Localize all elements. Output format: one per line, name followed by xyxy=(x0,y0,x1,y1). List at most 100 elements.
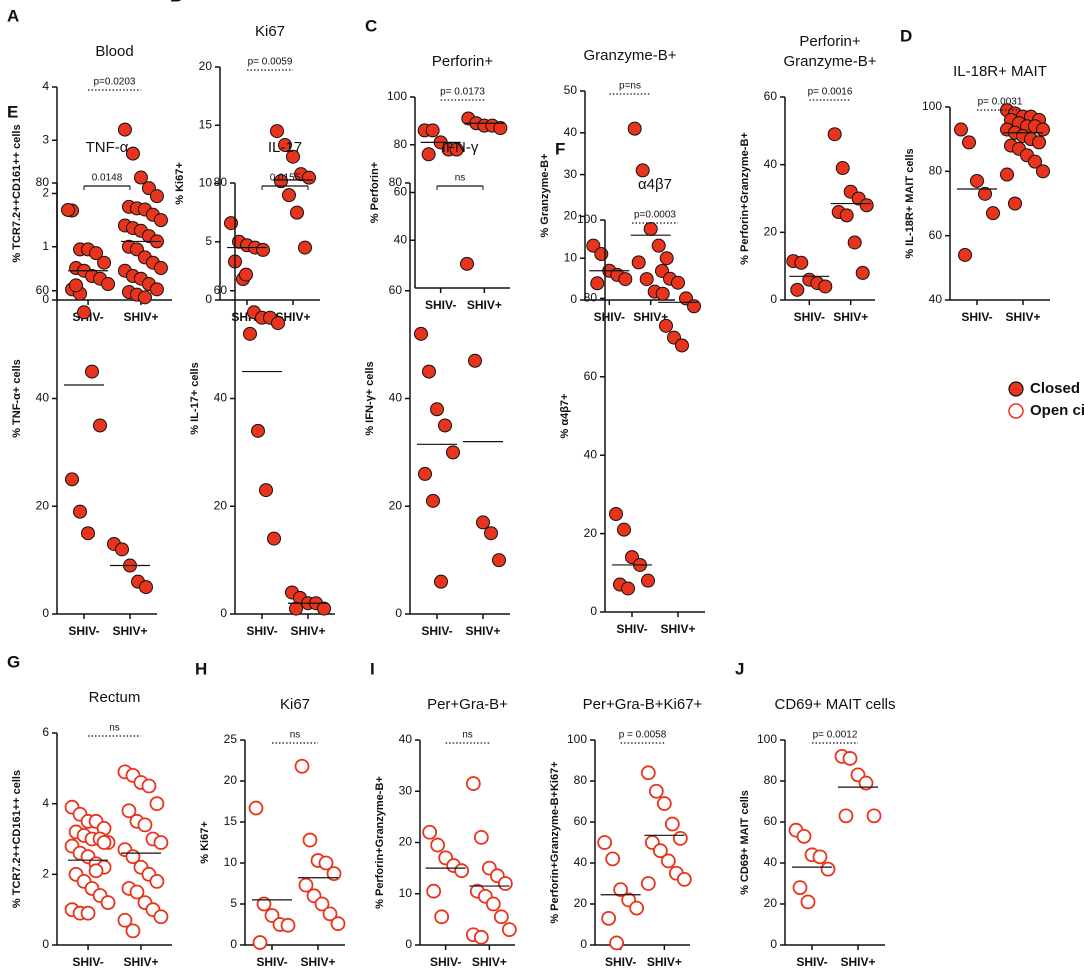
data-point xyxy=(796,828,812,844)
data-point xyxy=(958,247,972,262)
annotation: p = 0.0058 xyxy=(619,730,667,741)
data-point xyxy=(239,267,253,282)
data-point xyxy=(298,877,314,893)
x-tick-label: SHIV+ xyxy=(660,622,695,636)
data-point xyxy=(414,326,428,341)
y-tick-label: 40 xyxy=(564,125,578,139)
annotation: 0.0155 xyxy=(270,173,301,184)
x-tick-label: SHIV- xyxy=(430,955,461,969)
y-tick-label: 5 xyxy=(230,896,237,910)
data-point xyxy=(139,580,153,595)
panel-letter: F xyxy=(555,139,565,158)
data-point xyxy=(80,905,96,921)
data-point xyxy=(501,922,517,938)
panel-letter: C xyxy=(365,16,377,35)
data-point xyxy=(264,908,280,923)
data-point xyxy=(476,515,490,530)
data-point xyxy=(659,318,673,333)
x-tick-label: SHIV+ xyxy=(290,624,325,638)
data-point xyxy=(847,235,862,250)
y-tick-label: 20 xyxy=(389,498,403,512)
y-axis-label: % IL-17+ cells xyxy=(189,362,201,434)
data-point xyxy=(594,247,609,262)
y-tick-label: 20 xyxy=(199,59,213,73)
y-tick-label: 80 xyxy=(929,164,943,178)
data-point xyxy=(267,531,281,546)
data-point xyxy=(446,445,460,460)
panel-letter: I xyxy=(370,659,375,678)
data-point xyxy=(438,418,452,433)
y-tick-label: 3 xyxy=(42,132,49,146)
x-tick-label: SHIV- xyxy=(796,955,827,969)
data-point xyxy=(855,265,870,280)
data-point xyxy=(280,917,296,933)
data-point xyxy=(97,255,112,270)
chart-title: IL-18R+ MAIT xyxy=(953,63,1047,80)
data-point xyxy=(790,282,805,297)
y-tick-label: 1 xyxy=(42,239,49,253)
data-point xyxy=(493,121,508,136)
data-point xyxy=(302,832,318,848)
data-point xyxy=(61,202,75,217)
y-tick-label: 60 xyxy=(584,369,598,383)
data-point xyxy=(117,122,132,137)
annotation: p= 0.0016 xyxy=(808,87,853,98)
data-point xyxy=(289,601,303,616)
data-point xyxy=(100,895,116,910)
data-point xyxy=(643,221,658,236)
data-point xyxy=(858,775,874,791)
panel-letter: H xyxy=(195,659,207,678)
data-point xyxy=(468,353,482,368)
x-tick-label: SHIV+ xyxy=(123,955,158,969)
data-point xyxy=(473,929,489,945)
x-tick-label: SHIV+ xyxy=(647,955,682,969)
annotation: p= 0.0031 xyxy=(978,97,1023,108)
chart-title: TNF-α xyxy=(86,139,129,156)
y-tick-label: 0 xyxy=(205,292,212,306)
data-point xyxy=(149,282,164,297)
data-point xyxy=(117,912,133,928)
y-tick-label: 40 xyxy=(574,855,588,869)
y-tick-label: 60 xyxy=(929,228,943,242)
data-point xyxy=(422,824,438,840)
legend-label: Open circle Rectum xyxy=(1030,402,1084,419)
data-point xyxy=(430,402,444,417)
data-point xyxy=(1032,135,1046,150)
y-axis-label: % IL-18R+ MAIT cells xyxy=(904,148,916,258)
y-tick-label: 50 xyxy=(564,83,578,97)
y-tick-label: 2 xyxy=(42,867,49,881)
data-point xyxy=(497,876,513,891)
data-point xyxy=(838,808,854,824)
data-point xyxy=(256,242,270,257)
data-point xyxy=(640,876,656,891)
y-axis-label: % CD69+ MAIT cells xyxy=(739,790,751,895)
data-point xyxy=(418,466,432,481)
data-point xyxy=(1008,196,1022,211)
y-tick-label: 20 xyxy=(224,773,238,787)
y-tick-label: 4 xyxy=(42,79,49,93)
x-tick-label: SHIV- xyxy=(594,310,625,324)
data-point xyxy=(89,246,104,261)
chart-title: Per+Gra-B+Ki67+ xyxy=(583,696,703,713)
data-point xyxy=(141,778,157,794)
data-point xyxy=(153,213,168,228)
data-point xyxy=(153,909,169,925)
data-point xyxy=(627,121,642,136)
data-point xyxy=(635,163,650,178)
data-point xyxy=(251,423,265,438)
data-point xyxy=(794,255,809,270)
y-tick-label: 80 xyxy=(764,773,778,787)
data-point xyxy=(129,884,145,900)
data-point xyxy=(618,272,633,287)
chart-title: CD69+ MAIT cells xyxy=(774,696,895,713)
data-point xyxy=(601,910,617,926)
y-tick-label: 100 xyxy=(922,99,942,113)
data-point xyxy=(859,198,874,213)
panel-letter: J xyxy=(735,659,744,678)
annotation: p=ns xyxy=(619,81,641,92)
legend-swatch xyxy=(1008,381,1024,397)
y-axis-label: % TNF-α+ cells xyxy=(11,359,23,438)
data-point xyxy=(655,286,670,301)
data-point xyxy=(812,849,828,865)
x-tick-label: SHIV- xyxy=(421,624,452,638)
